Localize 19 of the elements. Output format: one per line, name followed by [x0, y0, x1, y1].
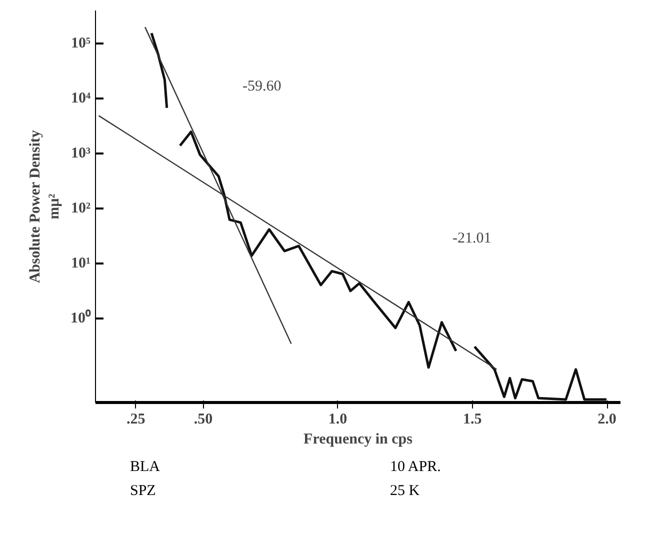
- text: 10 APR.: [390, 458, 442, 477]
- y-axis-title: Absolute Power Density mµ²: [27, 130, 62, 284]
- x-tick-label: 1.0: [328, 412, 348, 428]
- text: SPZ: [130, 482, 157, 501]
- x-tick-label: 2.0: [598, 412, 616, 428]
- x-tick-label: 1.5: [463, 412, 482, 428]
- y-tick-label: 10⁴: [71, 90, 92, 107]
- y-tick-label: 10⁵: [71, 36, 92, 52]
- text: 25 K: [390, 482, 421, 501]
- x-tick-label: .25: [126, 412, 146, 428]
- annotation: -21.01: [452, 230, 492, 246]
- x-axis-title: Frequency in cps: [304, 432, 413, 448]
- annotation: -59.60: [242, 78, 282, 94]
- x-tick-label: .50: [194, 412, 213, 428]
- y-tick-label: 10⁰: [70, 308, 92, 327]
- text: BLA: [130, 458, 161, 477]
- y-tick-label: 10²: [71, 200, 92, 217]
- y-tick-label: 10¹: [71, 256, 91, 272]
- y-tick-label: 10³: [71, 146, 92, 162]
